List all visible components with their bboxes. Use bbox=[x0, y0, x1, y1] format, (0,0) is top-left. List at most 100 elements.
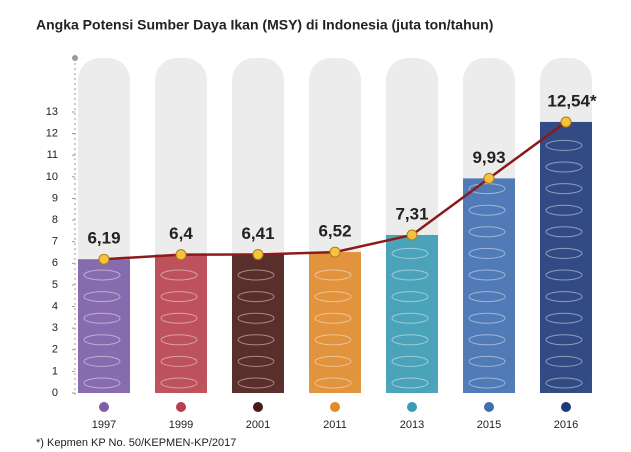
y-tick-label: 9 bbox=[52, 192, 58, 204]
legend-dot bbox=[176, 402, 186, 412]
y-tick-label: 5 bbox=[52, 279, 58, 291]
fish-decoration bbox=[391, 312, 429, 324]
fish-decoration bbox=[237, 312, 275, 324]
fish-decoration bbox=[83, 355, 121, 367]
y-tick-label: 12 bbox=[46, 128, 58, 140]
value-label: 12,54* bbox=[547, 91, 597, 110]
marker bbox=[329, 246, 341, 258]
marker bbox=[406, 229, 418, 241]
y-tick-label: 13 bbox=[46, 106, 58, 118]
fish-decoration bbox=[468, 269, 506, 281]
fish-decoration bbox=[468, 291, 506, 303]
marker bbox=[98, 253, 110, 265]
fish-decoration bbox=[83, 312, 121, 324]
x-tick-label: 1999 bbox=[169, 419, 193, 431]
fish-decoration bbox=[545, 377, 583, 389]
fish-decoration bbox=[468, 334, 506, 346]
y-tick-label: 4 bbox=[52, 300, 58, 312]
value-label: 6,4 bbox=[169, 224, 193, 243]
fish-decoration bbox=[160, 269, 198, 281]
bar bbox=[232, 254, 284, 393]
fish-decoration bbox=[160, 291, 198, 303]
chart-title: Angka Potensi Sumber Daya Ikan (MSY) di … bbox=[36, 17, 493, 33]
legend-dot bbox=[99, 402, 109, 412]
fish-decoration bbox=[468, 377, 506, 389]
y-tick-label: 0 bbox=[52, 387, 58, 399]
bar bbox=[540, 121, 592, 393]
marker bbox=[483, 172, 495, 184]
fish-decoration bbox=[160, 355, 198, 367]
fish-decoration bbox=[237, 269, 275, 281]
axis-cap bbox=[72, 55, 78, 61]
y-tick-label: 10 bbox=[46, 171, 58, 183]
value-label: 6,52 bbox=[318, 222, 351, 241]
fish-decoration bbox=[237, 377, 275, 389]
fish-decoration bbox=[545, 247, 583, 259]
x-tick-label: 1997 bbox=[92, 419, 116, 431]
fish-decoration bbox=[468, 312, 506, 324]
y-tick-label: 6 bbox=[52, 257, 58, 269]
fish-decoration bbox=[545, 226, 583, 238]
bar bbox=[386, 234, 438, 393]
fish-decoration bbox=[314, 291, 352, 303]
fish-decoration bbox=[545, 312, 583, 324]
fish-decoration bbox=[83, 291, 121, 303]
fish-decoration bbox=[83, 334, 121, 346]
marker bbox=[560, 116, 572, 128]
fish-decoration bbox=[545, 334, 583, 346]
y-tick-label: 1 bbox=[52, 365, 58, 377]
fish-decoration bbox=[468, 183, 506, 195]
fish-decoration bbox=[314, 312, 352, 324]
fish-decoration bbox=[545, 139, 583, 151]
value-label: 7,31 bbox=[395, 204, 428, 223]
fish-decoration bbox=[160, 312, 198, 324]
fish-decoration bbox=[391, 291, 429, 303]
bar bbox=[463, 178, 515, 393]
fish-decoration bbox=[391, 377, 429, 389]
fish-decoration bbox=[545, 161, 583, 173]
fish-decoration bbox=[160, 377, 198, 389]
fish-decoration bbox=[160, 334, 198, 346]
bar bbox=[155, 254, 207, 393]
fish-decoration bbox=[545, 269, 583, 281]
y-tick-label: 8 bbox=[52, 214, 58, 226]
x-tick-label: 2015 bbox=[477, 419, 501, 431]
bar bbox=[309, 252, 361, 393]
fish-decoration bbox=[468, 355, 506, 367]
fish-decoration bbox=[237, 334, 275, 346]
fish-decoration bbox=[83, 377, 121, 389]
x-tick-label: 2011 bbox=[323, 419, 347, 431]
y-tick-label: 7 bbox=[52, 236, 58, 248]
legend-dot bbox=[407, 402, 417, 412]
x-tick-label: 2016 bbox=[554, 419, 578, 431]
fish-decoration bbox=[237, 355, 275, 367]
marker bbox=[175, 249, 187, 261]
fish-decoration bbox=[545, 183, 583, 195]
fish-decoration bbox=[391, 334, 429, 346]
fish-decoration bbox=[391, 355, 429, 367]
fish-decoration bbox=[314, 355, 352, 367]
fish-decoration bbox=[237, 291, 275, 303]
fish-decoration bbox=[545, 291, 583, 303]
y-tick-label: 3 bbox=[52, 322, 58, 334]
fish-decoration bbox=[468, 247, 506, 259]
x-tick-label: 2013 bbox=[400, 419, 424, 431]
fish-decoration bbox=[314, 334, 352, 346]
value-label: 6,19 bbox=[87, 229, 120, 248]
x-tick-label: 2001 bbox=[246, 419, 270, 431]
fish-decoration bbox=[391, 247, 429, 259]
value-label: 6,41 bbox=[241, 224, 274, 243]
fish-decoration bbox=[83, 269, 121, 281]
footnote: *) Kepmen KP No. 50/KEPMEN-KP/2017 bbox=[36, 437, 236, 449]
fish-decoration bbox=[314, 377, 352, 389]
fish-decoration bbox=[314, 269, 352, 281]
bar bbox=[78, 259, 130, 393]
legend-dot bbox=[484, 402, 494, 412]
legend-dot bbox=[330, 402, 340, 412]
y-tick-label: 2 bbox=[52, 344, 58, 356]
value-label: 9,93 bbox=[472, 148, 505, 167]
fish-decoration bbox=[468, 226, 506, 238]
fish-decoration bbox=[545, 204, 583, 216]
marker bbox=[252, 248, 264, 260]
